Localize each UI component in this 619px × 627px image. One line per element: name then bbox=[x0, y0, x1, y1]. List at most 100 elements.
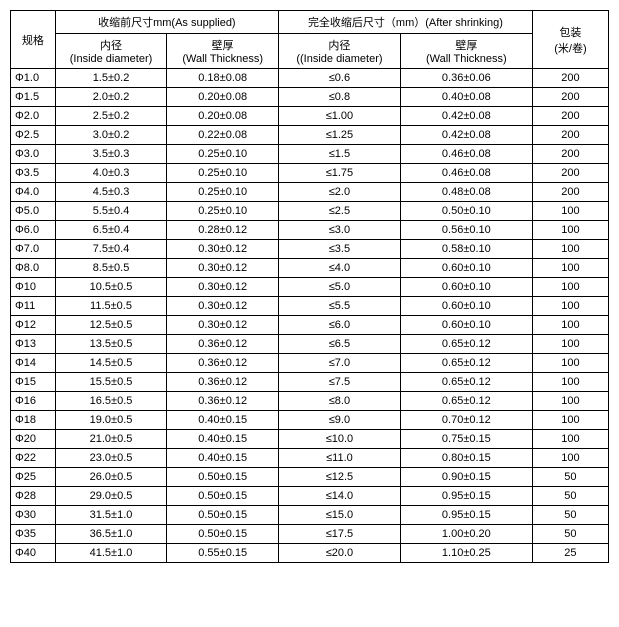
cell-pack: 200 bbox=[532, 164, 608, 183]
header-wt-line1: 壁厚 bbox=[169, 37, 276, 53]
cell-wt2: 0.60±0.10 bbox=[400, 259, 532, 278]
cell-id: 23.0±0.5 bbox=[55, 449, 167, 468]
header-id2-line1: 内径 bbox=[281, 37, 398, 53]
cell-wt: 0.30±0.12 bbox=[167, 240, 279, 259]
cell-spec: Φ13 bbox=[11, 335, 56, 354]
cell-id2: ≤3.5 bbox=[279, 240, 401, 259]
cell-id2: ≤3.0 bbox=[279, 221, 401, 240]
cell-pack: 200 bbox=[532, 183, 608, 202]
cell-spec: Φ35 bbox=[11, 525, 56, 544]
table-row: Φ6.06.5±0.40.28±0.12≤3.00.56±0.10100 bbox=[11, 221, 609, 240]
cell-wt2: 0.42±0.08 bbox=[400, 126, 532, 145]
table-row: Φ3536.5±1.00.50±0.15≤17.51.00±0.2050 bbox=[11, 525, 609, 544]
table-row: Φ1.52.0±0.20.20±0.08≤0.80.40±0.08200 bbox=[11, 88, 609, 107]
cell-id: 31.5±1.0 bbox=[55, 506, 167, 525]
cell-wt: 0.36±0.12 bbox=[167, 392, 279, 411]
cell-id: 10.5±0.5 bbox=[55, 278, 167, 297]
cell-pack: 100 bbox=[532, 221, 608, 240]
cell-id2: ≤12.5 bbox=[279, 468, 401, 487]
header-pack: 包装 (米/卷) bbox=[532, 11, 608, 69]
cell-wt2: 0.80±0.15 bbox=[400, 449, 532, 468]
cell-wt: 0.50±0.15 bbox=[167, 525, 279, 544]
cell-wt2: 0.65±0.12 bbox=[400, 354, 532, 373]
cell-wt: 0.28±0.12 bbox=[167, 221, 279, 240]
cell-wt2: 0.46±0.08 bbox=[400, 164, 532, 183]
table-row: Φ5.05.5±0.40.25±0.10≤2.50.50±0.10100 bbox=[11, 202, 609, 221]
cell-pack: 200 bbox=[532, 88, 608, 107]
cell-wt2: 0.60±0.10 bbox=[400, 278, 532, 297]
cell-wt2: 1.00±0.20 bbox=[400, 525, 532, 544]
cell-id2: ≤1.25 bbox=[279, 126, 401, 145]
cell-id2: ≤6.5 bbox=[279, 335, 401, 354]
cell-pack: 100 bbox=[532, 259, 608, 278]
cell-id: 11.5±0.5 bbox=[55, 297, 167, 316]
cell-pack: 100 bbox=[532, 335, 608, 354]
cell-spec: Φ7.0 bbox=[11, 240, 56, 259]
cell-wt2: 1.10±0.25 bbox=[400, 544, 532, 563]
cell-id2: ≤9.0 bbox=[279, 411, 401, 430]
cell-pack: 200 bbox=[532, 107, 608, 126]
cell-id: 41.5±1.0 bbox=[55, 544, 167, 563]
cell-pack: 50 bbox=[532, 468, 608, 487]
table-row: Φ2.02.5±0.20.20±0.08≤1.000.42±0.08200 bbox=[11, 107, 609, 126]
cell-id2: ≤17.5 bbox=[279, 525, 401, 544]
cell-wt2: 0.95±0.15 bbox=[400, 506, 532, 525]
cell-pack: 100 bbox=[532, 202, 608, 221]
cell-spec: Φ20 bbox=[11, 430, 56, 449]
cell-wt: 0.30±0.12 bbox=[167, 278, 279, 297]
header-spec: 规格 bbox=[11, 11, 56, 69]
cell-spec: Φ22 bbox=[11, 449, 56, 468]
table-row: Φ8.08.5±0.50.30±0.12≤4.00.60±0.10100 bbox=[11, 259, 609, 278]
cell-spec: Φ40 bbox=[11, 544, 56, 563]
cell-wt: 0.22±0.08 bbox=[167, 126, 279, 145]
table-row: Φ3031.5±1.00.50±0.15≤15.00.95±0.1550 bbox=[11, 506, 609, 525]
table-row: Φ2223.0±0.50.40±0.15≤11.00.80±0.15100 bbox=[11, 449, 609, 468]
header-pack-line1: 包装 bbox=[535, 24, 606, 40]
table-row: Φ3.03.5±0.30.25±0.10≤1.50.46±0.08200 bbox=[11, 145, 609, 164]
cell-wt2: 0.58±0.10 bbox=[400, 240, 532, 259]
cell-spec: Φ2.5 bbox=[11, 126, 56, 145]
cell-id: 2.0±0.2 bbox=[55, 88, 167, 107]
cell-id2: ≤1.00 bbox=[279, 107, 401, 126]
cell-wt: 0.20±0.08 bbox=[167, 88, 279, 107]
cell-wt: 0.55±0.15 bbox=[167, 544, 279, 563]
cell-wt2: 0.95±0.15 bbox=[400, 487, 532, 506]
cell-wt: 0.40±0.15 bbox=[167, 430, 279, 449]
cell-wt: 0.36±0.12 bbox=[167, 354, 279, 373]
cell-wt2: 0.48±0.08 bbox=[400, 183, 532, 202]
cell-id2: ≤20.0 bbox=[279, 544, 401, 563]
cell-id2: ≤15.0 bbox=[279, 506, 401, 525]
cell-id2: ≤1.75 bbox=[279, 164, 401, 183]
cell-spec: Φ6.0 bbox=[11, 221, 56, 240]
cell-spec: Φ3.5 bbox=[11, 164, 56, 183]
cell-spec: Φ3.0 bbox=[11, 145, 56, 164]
cell-wt: 0.30±0.12 bbox=[167, 316, 279, 335]
header-supplied-group: 收缩前尺寸mm(As supplied) bbox=[55, 11, 278, 34]
cell-id: 13.5±0.5 bbox=[55, 335, 167, 354]
cell-id2: ≤6.0 bbox=[279, 316, 401, 335]
cell-id2: ≤7.5 bbox=[279, 373, 401, 392]
table-row: Φ1313.5±0.50.36±0.12≤6.50.65±0.12100 bbox=[11, 335, 609, 354]
cell-id2: ≤10.0 bbox=[279, 430, 401, 449]
cell-wt: 0.25±0.10 bbox=[167, 164, 279, 183]
table-row: Φ2.53.0±0.20.22±0.08≤1.250.42±0.08200 bbox=[11, 126, 609, 145]
header-wt2-line2: (Wall Thickness) bbox=[403, 53, 530, 65]
cell-spec: Φ30 bbox=[11, 506, 56, 525]
cell-id2: ≤8.0 bbox=[279, 392, 401, 411]
cell-pack: 100 bbox=[532, 240, 608, 259]
cell-spec: Φ8.0 bbox=[11, 259, 56, 278]
table-row: Φ1515.5±0.50.36±0.12≤7.50.65±0.12100 bbox=[11, 373, 609, 392]
cell-id: 29.0±0.5 bbox=[55, 487, 167, 506]
header-wt-line2: (Wall Thickness) bbox=[169, 53, 276, 65]
table-row: Φ3.54.0±0.30.25±0.10≤1.750.46±0.08200 bbox=[11, 164, 609, 183]
cell-wt: 0.50±0.15 bbox=[167, 506, 279, 525]
header-shrunk-group: 完全收缩后尺寸（mm）(After shrinking) bbox=[279, 11, 533, 34]
cell-wt2: 0.65±0.12 bbox=[400, 392, 532, 411]
cell-pack: 100 bbox=[532, 278, 608, 297]
table-row: Φ7.07.5±0.40.30±0.12≤3.50.58±0.10100 bbox=[11, 240, 609, 259]
cell-id2: ≤0.8 bbox=[279, 88, 401, 107]
cell-pack: 25 bbox=[532, 544, 608, 563]
cell-spec: Φ1.5 bbox=[11, 88, 56, 107]
cell-wt: 0.40±0.15 bbox=[167, 411, 279, 430]
table-row: Φ2829.0±0.50.50±0.15≤14.00.95±0.1550 bbox=[11, 487, 609, 506]
